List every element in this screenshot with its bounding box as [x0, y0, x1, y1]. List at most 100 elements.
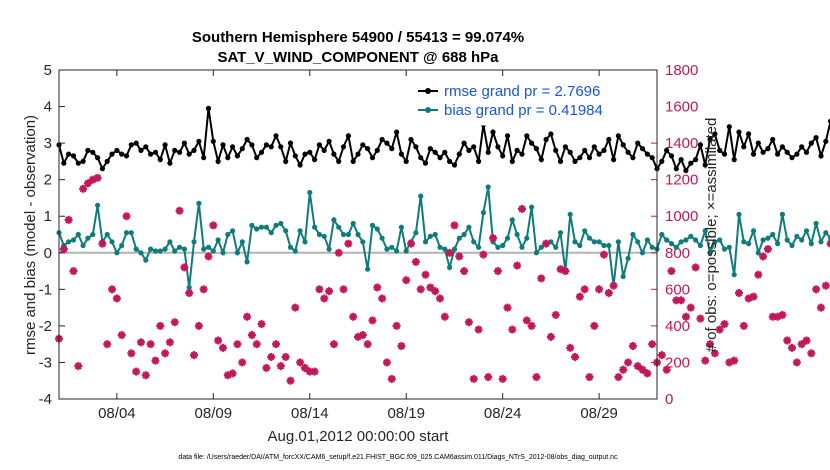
rmse-point-103 — [553, 147, 559, 153]
obs-assimilated-mark-stroke — [822, 282, 830, 290]
bias-point-131 — [688, 233, 694, 239]
obs-assimilated-mark-stroke — [783, 336, 791, 345]
obs-assimilated-mark-91 — [493, 267, 502, 276]
bias-point-135 — [707, 250, 713, 256]
bias-point-80 — [442, 246, 448, 252]
obs-assimilated-mark-58 — [334, 248, 343, 257]
rmse-point-49 — [292, 153, 298, 159]
bias-point-119 — [630, 231, 636, 238]
bias-point-83 — [456, 235, 462, 241]
obs-assimilated-mark-158 — [816, 303, 825, 312]
rmse-point-10 — [104, 158, 110, 164]
obs-assimilated-mark-stroke — [460, 267, 468, 275]
obs-assimilated-mark-stroke — [532, 373, 541, 381]
y-left-tick-label-0: -4 — [39, 391, 52, 408]
obs-assimilated-mark-90 — [489, 234, 498, 243]
rmse-point-112 — [596, 151, 602, 157]
obs-assimilated-mark-stroke — [523, 316, 531, 324]
bias-point-59 — [340, 231, 347, 238]
obs-assimilated-mark-stroke — [716, 325, 724, 334]
obs-assimilated-mark-stroke — [740, 322, 748, 330]
x-tick-label-5: 08/29 — [580, 405, 618, 422]
obs-assimilated-mark-38 — [238, 358, 247, 367]
obs-assimilated-mark-stroke — [344, 240, 352, 248]
bias-point-157 — [813, 220, 819, 227]
obs-assimilated-mark-130 — [681, 312, 690, 321]
rmse-point-138 — [721, 151, 728, 157]
obs-assimilated-mark-61 — [349, 312, 358, 321]
obs-assimilated-mark-39 — [243, 312, 252, 321]
obs-assimilated-mark-142 — [739, 321, 748, 330]
series-obs-assimilated — [55, 173, 830, 385]
obs-assimilated-mark-1 — [59, 245, 68, 254]
rmse-point-101 — [543, 136, 549, 143]
obs-assimilated-mark-75 — [416, 285, 425, 294]
obs-assimilated-mark-31 — [204, 252, 213, 261]
obs-assimilated-mark-15 — [127, 349, 136, 358]
obs-assimilated-mark-stroke — [161, 349, 169, 357]
obs-assimilated-mark-99 — [532, 373, 541, 382]
obs-assimilated-mark-127 — [667, 267, 676, 276]
obs-assimilated-mark-94 — [508, 325, 517, 334]
legend: rmse grand pr = 2.7696 bias grand pr = 0… — [409, 80, 657, 126]
rmse-point-21 — [157, 157, 163, 163]
rmse-point-47 — [283, 158, 289, 164]
obs-assimilated-mark-stroke — [142, 371, 150, 379]
obs-assimilated-mark-stroke — [513, 261, 521, 270]
bias-point-103 — [553, 244, 559, 250]
bias-point-24 — [172, 248, 178, 254]
rmse-point-92 — [500, 153, 506, 159]
bias-point-42 — [258, 224, 265, 230]
obs-assimilated-mark-3 — [69, 267, 78, 276]
rmse-point-38 — [239, 146, 245, 152]
obs-assimilated-mark-stroke — [175, 207, 184, 215]
obs-assimilated-mark-151 — [783, 336, 792, 345]
obs-assimilated-mark-stroke — [817, 304, 825, 312]
obs-assimilated-mark-stroke — [556, 265, 565, 273]
obs-assimilated-mark-65 — [368, 316, 377, 325]
series-rmse — [56, 105, 830, 174]
obs-assimilated-mark-95 — [513, 261, 522, 270]
rmse-point-59 — [340, 144, 347, 150]
obs-assimilated-mark-14 — [122, 212, 131, 221]
rmse-point-95 — [514, 147, 520, 153]
obs-assimilated-mark-28 — [190, 351, 199, 360]
obs-assimilated-mark-stroke — [335, 249, 343, 257]
obs-assimilated-mark-70 — [392, 321, 401, 330]
rmse-point-83 — [456, 151, 462, 157]
rmse-point-113 — [601, 147, 607, 153]
bias-point-66 — [374, 226, 380, 232]
obs-assimilated-mark-stroke — [103, 340, 111, 348]
obs-assimilated-mark-stroke — [441, 313, 449, 321]
obs-assimilated-mark-57 — [329, 340, 338, 349]
obs-assimilated-mark-10 — [103, 340, 112, 349]
bias-point-45 — [273, 222, 279, 228]
chart-title-line2: SAT_V_WIND_COMPONENT @ 688 hPa — [217, 49, 499, 66]
obs-assimilated-mark-stroke — [339, 285, 348, 293]
obs-assimilated-mark-stroke — [696, 314, 704, 323]
obs-assimilated-mark-83 — [455, 252, 464, 261]
x-tick-label-2: 08/14 — [291, 405, 329, 422]
bias-point-116 — [615, 239, 622, 245]
obs-assimilated-mark-stroke — [383, 358, 391, 367]
rmse-point-96 — [519, 151, 525, 157]
rmse-point-22 — [162, 142, 168, 148]
obs-assimilated-mark-71 — [397, 341, 406, 350]
obs-assimilated-mark-stroke — [610, 282, 618, 290]
obs-assimilated-mark-stroke — [711, 349, 719, 357]
obs-assimilated-mark-4 — [74, 362, 83, 371]
bias-point-130 — [683, 237, 689, 243]
obs-assimilated-mark-stroke — [132, 368, 140, 376]
obs-assimilated-mark-137 — [715, 325, 724, 334]
bias-point-31 — [205, 244, 212, 250]
bias-point-108 — [577, 242, 583, 249]
rmse-point-23 — [167, 160, 173, 166]
rmse-point-144 — [750, 151, 757, 157]
bias-point-112 — [596, 239, 602, 245]
obs-assimilated-mark-141 — [734, 288, 743, 297]
rmse-point-33 — [215, 158, 221, 164]
bias-point-129 — [678, 239, 684, 245]
bias-point-140 — [731, 272, 737, 278]
obs-assimilated-mark-157 — [812, 285, 821, 294]
bias-point-50 — [297, 228, 303, 234]
